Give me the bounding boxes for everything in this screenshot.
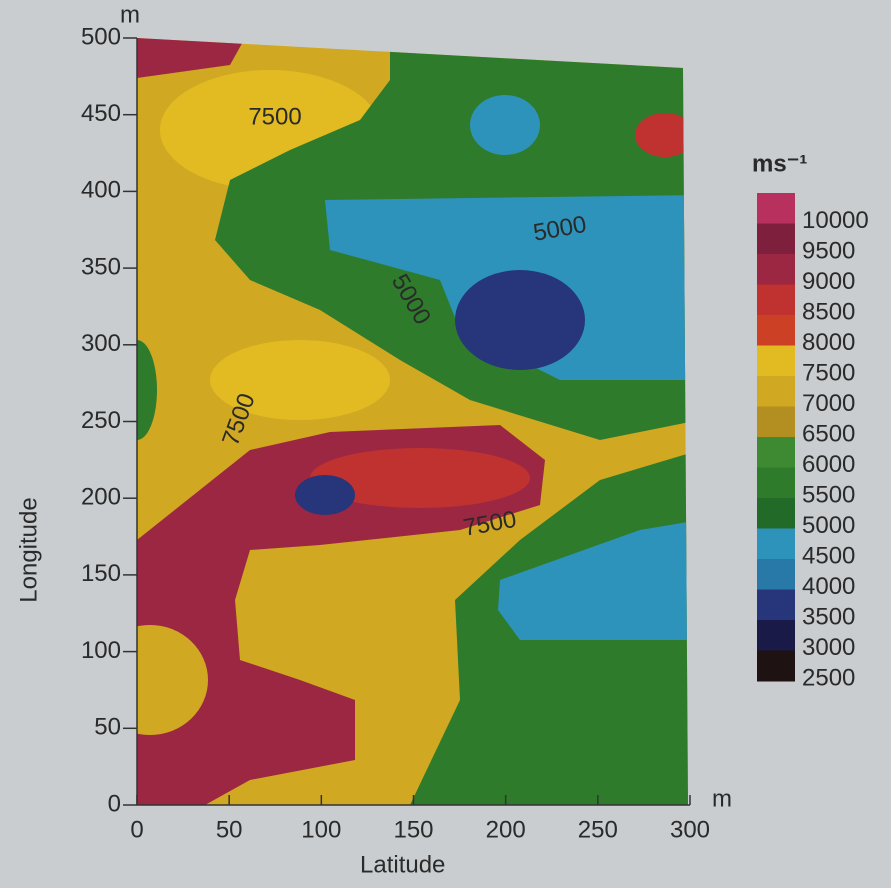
- colorbar-label: 5000: [802, 512, 855, 539]
- contour-region: [635, 113, 688, 157]
- colorbar-label: 2500: [802, 664, 855, 691]
- colorbar-band: [757, 193, 795, 224]
- y-axis-label: Longitude: [15, 497, 42, 602]
- colorbar-label: 10000: [802, 207, 869, 234]
- colorbar-band: [757, 345, 795, 377]
- y-unit: m: [120, 1, 140, 28]
- x-tick-label: 0: [130, 816, 143, 843]
- contour-region: [210, 340, 390, 420]
- colorbar-band: [757, 589, 795, 621]
- contour-region: [498, 520, 688, 640]
- colorbar-label: 8000: [802, 329, 855, 356]
- x-tick-label: 200: [486, 816, 526, 843]
- colorbar-label: 4000: [802, 573, 855, 600]
- x-tick-label: 50: [216, 816, 243, 843]
- colorbar-band: [757, 284, 795, 316]
- colorbar-band: [757, 620, 795, 651]
- colorbar-band: [757, 254, 795, 285]
- colorbar-label: 3500: [802, 603, 855, 630]
- colorbar-label: 7000: [802, 390, 855, 417]
- colorbar-band: [757, 498, 795, 529]
- colorbar-label: 9000: [802, 268, 855, 295]
- contour-region: [137, 425, 545, 805]
- colorbar-label: 9500: [802, 237, 855, 264]
- y-tick-label: 250: [81, 407, 121, 434]
- colorbar-band: [757, 528, 795, 560]
- y-tick-label: 400: [81, 177, 121, 204]
- colorbar-band: [757, 315, 795, 346]
- x-axis-label: Latitude: [360, 851, 445, 878]
- y-tick-label: 350: [81, 253, 121, 280]
- y-tick-label: 100: [81, 637, 121, 664]
- y-tick-label: 500: [81, 23, 121, 50]
- contour-region: [137, 625, 208, 735]
- contour-region: [470, 95, 540, 155]
- x-unit: m: [712, 785, 732, 812]
- y-tick-label: 200: [81, 484, 121, 511]
- contour-regions: [137, 38, 688, 805]
- x-tick-label: 150: [393, 816, 433, 843]
- colorbar-label: 5500: [802, 481, 855, 508]
- colorbar-label: 4500: [802, 542, 855, 569]
- colorbar-band: [757, 437, 795, 468]
- colorbar-band: [757, 467, 795, 499]
- colorbar-label: 6500: [802, 420, 855, 447]
- contour-region: [455, 270, 585, 370]
- y-tick-label: 150: [81, 560, 121, 587]
- colorbar-band: [757, 376, 795, 407]
- colorbar-label: 6000: [802, 451, 855, 478]
- contour-region: [295, 475, 355, 515]
- colorbar-band: [757, 223, 795, 255]
- x-tick-label: 300: [670, 816, 710, 843]
- colorbar-band: [757, 406, 795, 438]
- colorbar-title: ms⁻¹: [752, 150, 807, 177]
- colorbar-label: 7500: [802, 359, 855, 386]
- colorbar-label: 8500: [802, 298, 855, 325]
- colorbar-label: 3000: [802, 634, 855, 661]
- contour-region: [137, 340, 157, 440]
- contour-region: [137, 130, 160, 230]
- y-tick-label: 50: [94, 714, 121, 741]
- x-tick-label: 250: [578, 816, 618, 843]
- colorbar-band: [757, 559, 795, 590]
- contour-label: 7500: [248, 103, 301, 130]
- y-tick-label: 450: [81, 100, 121, 127]
- colorbar-band: [757, 650, 795, 682]
- contour-region: [137, 38, 245, 78]
- contour-region: [310, 448, 530, 508]
- y-tick-label: 0: [108, 790, 121, 817]
- y-tick-label: 300: [81, 330, 121, 357]
- x-tick-label: 100: [301, 816, 341, 843]
